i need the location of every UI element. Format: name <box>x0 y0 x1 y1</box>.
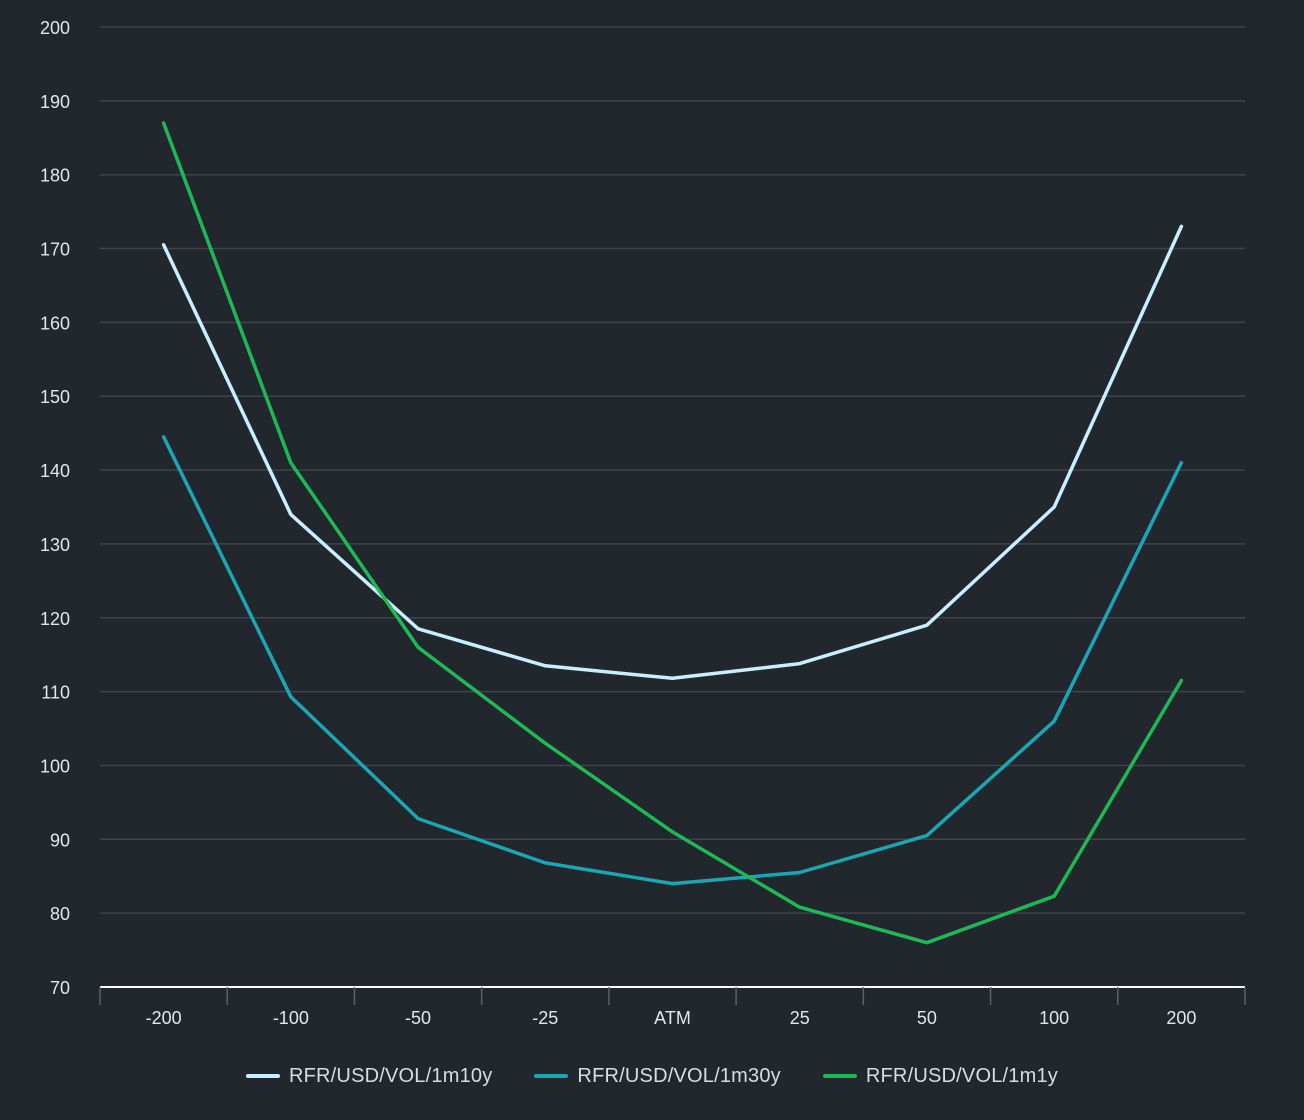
y-tick-label: 180 <box>40 166 70 186</box>
x-tick-label: 25 <box>790 1008 810 1028</box>
series-line-2 <box>161 435 1184 886</box>
y-tick-label: 170 <box>40 240 70 260</box>
y-tick-label: 200 <box>40 18 70 38</box>
y-tick-label: 160 <box>40 313 70 333</box>
legend-label: RFR/USD/VOL/1m30y <box>577 1064 781 1087</box>
legend-label: RFR/USD/VOL/1m10y <box>288 1064 493 1087</box>
x-tick-label: 50 <box>917 1008 937 1028</box>
x-tick-label: 200 <box>1166 1008 1196 1028</box>
series-lines <box>161 121 1184 945</box>
legend-swatch <box>245 1074 280 1078</box>
legend-swatch <box>534 1074 569 1078</box>
y-tick-label: 120 <box>40 609 70 629</box>
x-tick-label: -25 <box>532 1008 558 1028</box>
y-tick-label: 90 <box>50 830 70 850</box>
y-tick-label: 100 <box>40 756 70 776</box>
legend-item[interactable]: RFR/USD/VOL/1m1y <box>822 1064 1059 1088</box>
y-tick-label: 150 <box>40 387 70 407</box>
x-tick-label: -50 <box>405 1008 431 1028</box>
legend: RFR/USD/VOL/1m10y RFR/USD/VOL/1m30y RFR/US… <box>0 1060 1304 1092</box>
y-tick-label: 130 <box>40 535 70 555</box>
gridlines <box>100 26 1245 914</box>
series-line-3 <box>161 121 1184 945</box>
y-tick-label: 110 <box>41 683 70 703</box>
legend-label: RFR/USD/VOL/1m1y <box>865 1064 1059 1087</box>
y-tick-label: 140 <box>40 461 70 481</box>
y-axis: 70 80 90 100 110 120 130 140 150 160 170 180 190 200 <box>40 18 70 998</box>
x-tick-label: -100 <box>273 1008 309 1028</box>
x-axis: -200 -100 -50 -25 ATM 25 50 100 200 <box>99 986 1246 1028</box>
legend-swatch <box>822 1074 857 1078</box>
line-chart: 708090100110120130140150160170180190200 … <box>40 18 1246 1028</box>
y-tick-label: 70 <box>50 978 70 998</box>
x-tick-label: ATM <box>654 1008 691 1028</box>
legend-item[interactable]: RFR/USD/VOL/1m10y <box>245 1064 493 1088</box>
y-tick-label: 80 <box>50 904 70 924</box>
legend-item[interactable]: RFR/USD/VOL/1m30y <box>534 1064 781 1088</box>
x-tick-label: -200 <box>146 1008 182 1028</box>
series-line-1 <box>161 224 1184 681</box>
y-tick-label: 190 <box>40 92 70 112</box>
x-tick-label: 100 <box>1039 1008 1069 1028</box>
